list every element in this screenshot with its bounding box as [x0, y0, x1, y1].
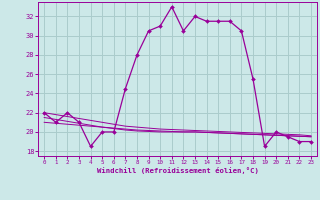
X-axis label: Windchill (Refroidissement éolien,°C): Windchill (Refroidissement éolien,°C)	[97, 167, 259, 174]
